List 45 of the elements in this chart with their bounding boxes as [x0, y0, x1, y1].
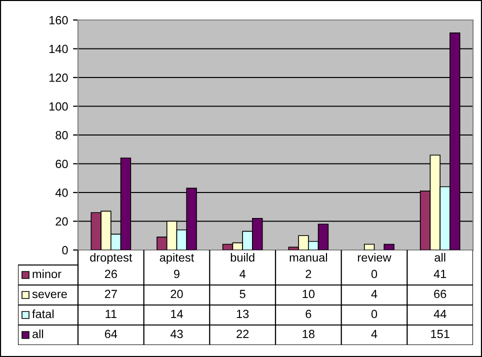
data-label: 6: [306, 310, 312, 318]
data-label: 22: [236, 330, 249, 338]
data-label: 41: [434, 270, 446, 278]
data-label: 4: [371, 330, 378, 338]
y-tick-label: 80: [56, 131, 68, 140]
data-label: 0: [371, 270, 378, 278]
y-tick-label: 120: [49, 74, 68, 82]
data-label: 151: [431, 330, 450, 338]
data-label: 27: [104, 290, 117, 298]
data-label: 4: [371, 290, 378, 298]
data-label: 9: [174, 270, 180, 278]
legend-label: fatal: [32, 309, 54, 318]
bar: [384, 244, 394, 250]
y-tick-label: 140: [49, 44, 68, 54]
y-tick-label: 60: [56, 160, 68, 168]
data-label: 66: [434, 290, 446, 298]
y-tick-label: 100: [49, 102, 68, 111]
data-label: 18: [302, 330, 314, 338]
x-tick-label: apitest: [160, 252, 194, 264]
data-label: 10: [302, 290, 315, 298]
legend-label: all: [32, 329, 44, 338]
data-label: 64: [104, 330, 118, 338]
y-tick-label: 40: [55, 188, 68, 197]
y-tick-label: 20: [56, 217, 68, 226]
x-tick-label: manual: [290, 252, 327, 262]
data-label: 11: [106, 310, 116, 318]
data-label: 26: [104, 270, 117, 278]
data-label: 4: [240, 270, 246, 278]
data-label: 0: [371, 310, 378, 318]
y-tick-label: 0: [62, 246, 68, 254]
x-tick-label: all: [434, 252, 446, 262]
data-label: 13: [236, 310, 249, 318]
data-label: 44: [434, 310, 446, 318]
data-label: 2: [306, 270, 312, 278]
x-tick-label: build: [230, 252, 254, 262]
data-label: 5: [240, 290, 246, 298]
bar: [364, 244, 375, 250]
x-tick-label: droptest: [90, 252, 132, 264]
data-label: 14: [171, 310, 183, 318]
data-label: 20: [170, 290, 183, 298]
legend-label: minor: [32, 269, 62, 278]
x-tick-label: review: [358, 252, 392, 262]
legend-label: severe: [32, 292, 67, 298]
y-tick-label: 160: [49, 16, 68, 24]
data-label: 43: [170, 330, 183, 338]
